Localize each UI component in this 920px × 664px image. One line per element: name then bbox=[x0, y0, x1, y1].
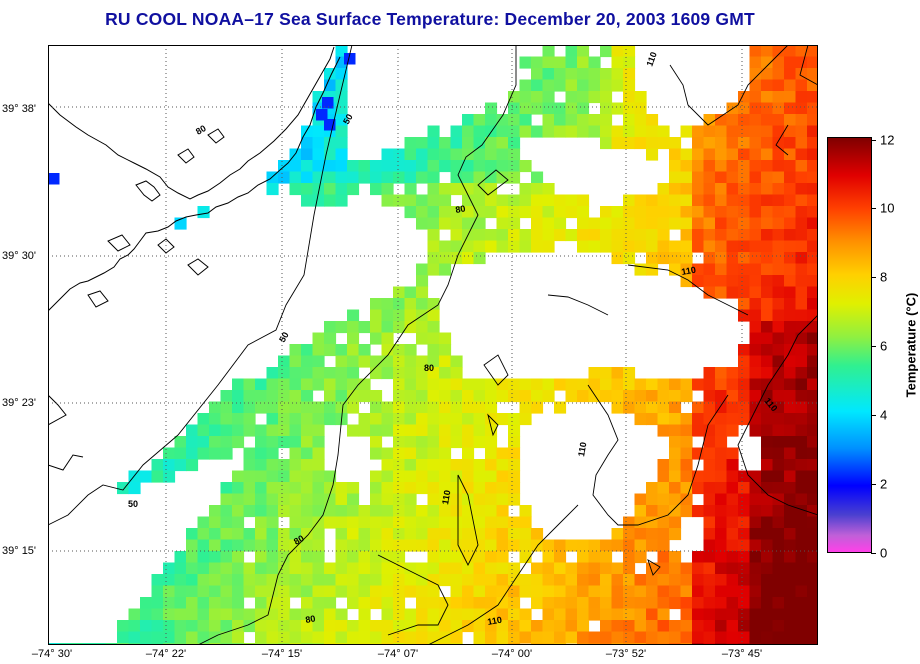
contour-label: 110 bbox=[576, 441, 588, 457]
temperature-pixels bbox=[48, 45, 818, 645]
lat-label-3: 39° 23' bbox=[2, 397, 37, 409]
lon-label-6: –73° 52' bbox=[605, 648, 647, 660]
colorbar-tick-12: 12 bbox=[880, 132, 895, 148]
contour-label: 80 bbox=[455, 203, 467, 215]
map-title: RU COOL NOAA–17 Sea Surface Temperature:… bbox=[105, 9, 755, 29]
colorbar-tick-mark bbox=[871, 277, 876, 278]
lat-label-4: 39° 15' bbox=[2, 545, 37, 557]
lon-label-7: –73° 45' bbox=[721, 648, 763, 660]
colorbar-tick-mark bbox=[871, 415, 876, 416]
colorbar-tick-6: 6 bbox=[880, 338, 888, 354]
contour-label: 50 bbox=[128, 499, 138, 509]
sst-map: 50 50 50 80 80 80 80 80 110 110 110 110 110 110 bbox=[48, 45, 818, 645]
colorbar-tick-10: 10 bbox=[880, 200, 895, 216]
contour-label: 50 bbox=[277, 330, 291, 344]
contour-label: 110 bbox=[644, 51, 658, 68]
lat-label-1: 39° 38' bbox=[2, 103, 37, 115]
colorbar-tick-mark bbox=[871, 553, 876, 554]
contour-label: 50 bbox=[341, 112, 355, 126]
lat-label-2: 39° 30' bbox=[2, 250, 37, 262]
contour-label: 110 bbox=[681, 265, 697, 277]
lon-label-3: –74° 15' bbox=[261, 648, 303, 660]
lon-label-4: –74° 07' bbox=[377, 648, 419, 660]
contour-label: 80 bbox=[194, 123, 208, 137]
colorbar-label: Temperature (°C) bbox=[903, 292, 919, 398]
contour-label: 110 bbox=[487, 615, 503, 627]
temperature-colorbar bbox=[827, 137, 872, 553]
lon-label-2: –74° 22' bbox=[145, 648, 187, 660]
colorbar-tick-4: 4 bbox=[880, 407, 888, 423]
colorbar-tick-mark bbox=[871, 346, 876, 347]
coastline bbox=[48, 46, 341, 471]
colorbar-tick-2: 2 bbox=[880, 476, 888, 492]
colorbar-tick-mark bbox=[871, 208, 876, 209]
contour-label: 110 bbox=[440, 489, 452, 505]
lon-label-5: –74° 00' bbox=[491, 648, 533, 660]
lon-label-1: –74° 30' bbox=[31, 648, 73, 660]
colorbar-tick-mark bbox=[871, 484, 876, 485]
bathymetry-contours bbox=[48, 45, 818, 645]
colorbar-tick-0: 0 bbox=[880, 545, 888, 561]
contour-label: 80 bbox=[292, 533, 306, 547]
graticule bbox=[48, 45, 818, 645]
colorbar-tick-mark bbox=[871, 140, 876, 141]
contour-label: 80 bbox=[424, 363, 434, 373]
colorbar-tick-8: 8 bbox=[880, 269, 888, 285]
contour-label: 80 bbox=[305, 613, 317, 625]
